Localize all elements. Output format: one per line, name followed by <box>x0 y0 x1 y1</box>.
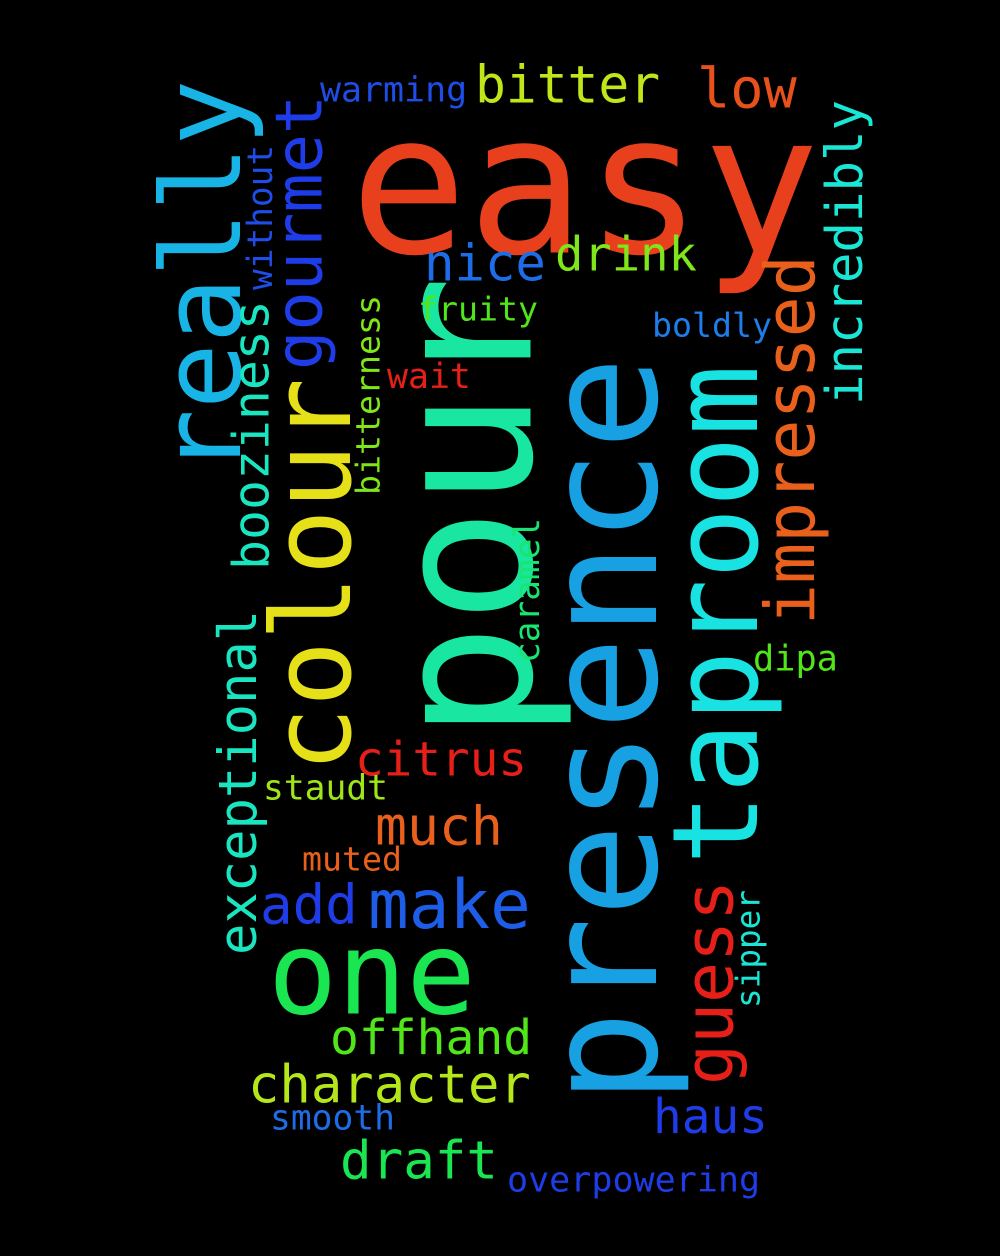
word-bitterness: bitterness <box>348 295 388 495</box>
word-boldly: boldly <box>652 305 773 345</box>
word-easy: easy <box>350 71 820 299</box>
word-pour: pour <box>351 275 577 740</box>
word-caramel: caramel <box>508 517 548 663</box>
word-fruity: fruity <box>418 289 539 329</box>
word-warming: warming <box>320 70 468 111</box>
word-exceptional: exceptional <box>209 609 269 955</box>
word-draft: draft <box>340 1130 498 1192</box>
word-citrus: citrus <box>355 732 528 788</box>
word-without: without <box>241 144 281 290</box>
word-muted: muted <box>302 839 402 879</box>
word-drink: drink <box>555 227 697 283</box>
word-staudt: staudt <box>263 768 389 809</box>
word-one: one <box>268 907 476 1042</box>
word-wait: wait <box>387 357 471 397</box>
word-smooth: smooth <box>270 1098 396 1139</box>
word-haus: haus <box>653 1090 768 1145</box>
word-make: make <box>368 865 531 944</box>
word-offhand: offhand <box>330 1010 533 1066</box>
word-nice: nice <box>424 233 546 293</box>
word-sipper: sipper <box>729 889 768 1008</box>
word-overpowering: overpowering <box>507 1159 761 1201</box>
word-incredibly: incredibly <box>815 100 874 405</box>
word-much: much <box>375 795 503 858</box>
word-booziness: booziness <box>222 300 281 570</box>
word-bitter: bitter <box>475 55 661 116</box>
word-low: low <box>697 57 797 122</box>
word-add: add <box>260 873 358 937</box>
word-dipa: dipa <box>753 638 838 680</box>
word-character: character <box>248 1055 531 1116</box>
